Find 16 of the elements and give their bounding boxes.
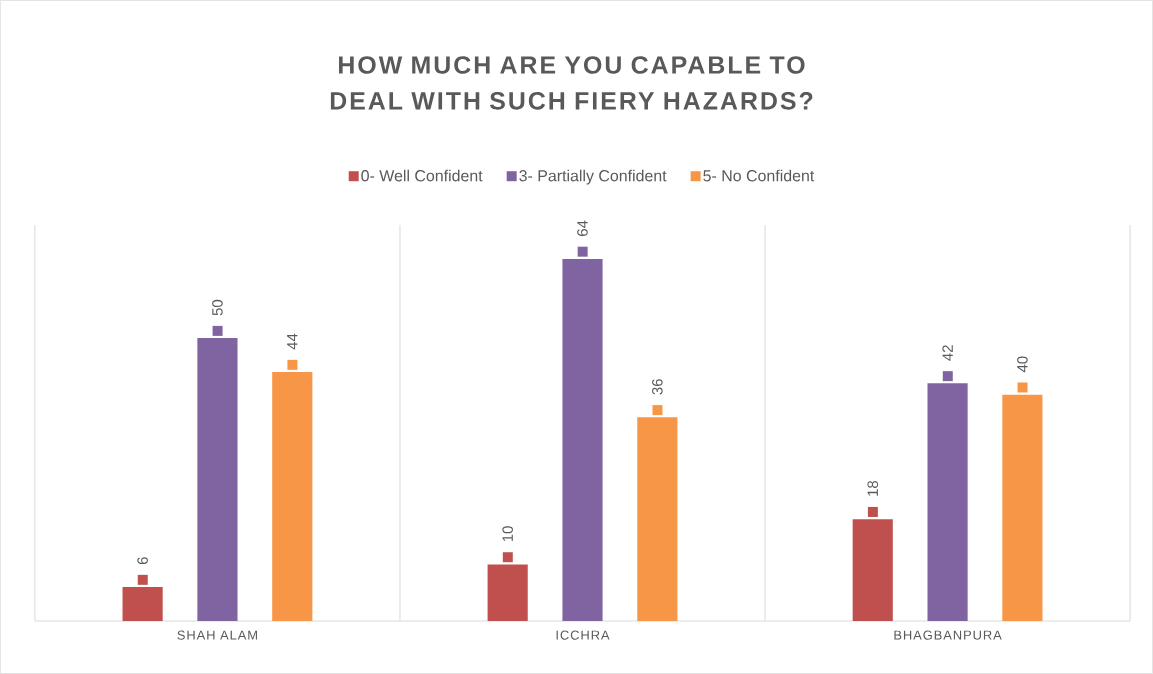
x-tick-label: BHAGBANPURA [894, 630, 1002, 640]
legend-label: 0- Well Confident [361, 169, 483, 182]
data-label: 6 [137, 557, 148, 565]
data-label: 64 [577, 220, 588, 236]
x-tick-label: SHAH ALAM [177, 630, 257, 640]
chart-title: HOW MUCH ARE YOU CAPABLE TO DEAL WITH SUCH FIERY HAZARDS? [330, 56, 813, 110]
legend-label: 3- Partially Confident [519, 169, 667, 185]
data-label: 50 [212, 299, 223, 316]
data-label: 40 [1017, 356, 1028, 373]
data-label: 18 [867, 481, 879, 496]
data-label: 36 [652, 379, 663, 395]
data-label: 10 [502, 526, 513, 542]
legend-label: 5- No Confident [703, 169, 815, 182]
data-label: 44 [287, 333, 298, 350]
data-label: 42 [942, 345, 953, 361]
x-tick-label: ICCHRA [556, 630, 610, 640]
